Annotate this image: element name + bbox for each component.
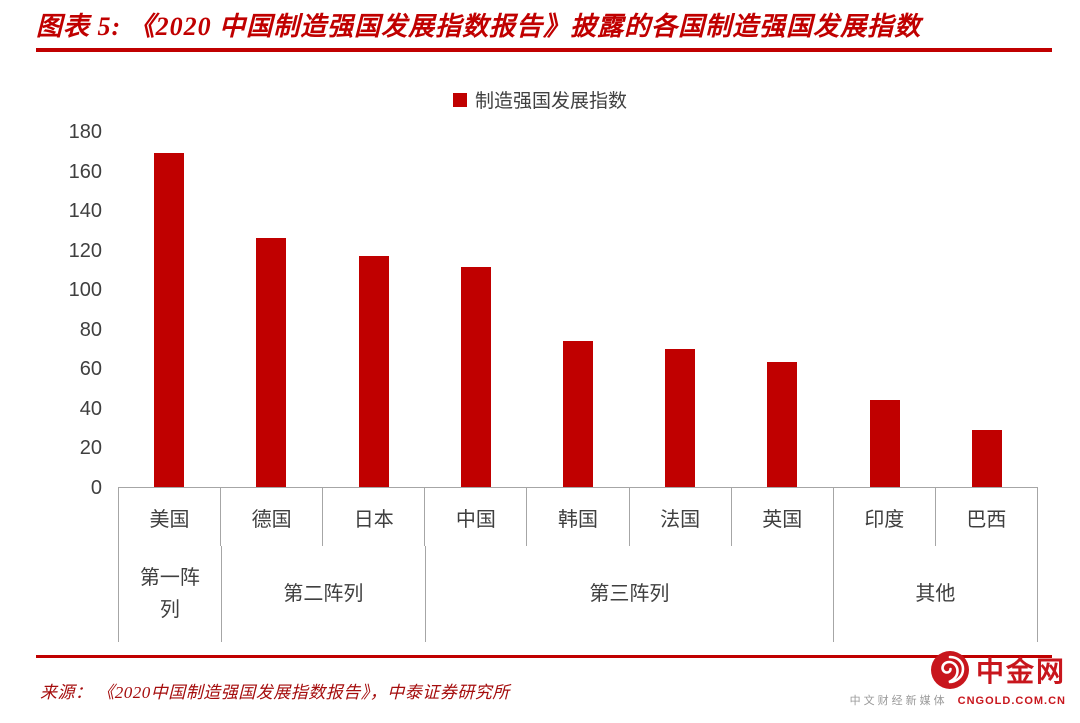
category-label: 韩国	[527, 488, 630, 546]
chart-title: 图表 5: 《2020 中国制造强国发展指数报告》披露的各国制造强国发展指数	[36, 12, 922, 41]
category-label: 英国	[732, 488, 834, 546]
logo-row: 中金网	[930, 650, 1066, 690]
group-label-text: 第二阵列	[283, 583, 364, 605]
source-text: 来源： 《2020中国制造强国发展指数报告》，中泰证券研究所	[40, 683, 510, 702]
y-tick-label: 100	[68, 279, 102, 302]
bar-slot	[629, 132, 731, 487]
group-label: 第一阵列	[119, 546, 222, 642]
y-tick-label: 160	[68, 160, 102, 183]
group-label: 第三阵列	[426, 546, 834, 642]
bar-slot	[834, 132, 936, 487]
bar-slot	[118, 132, 220, 487]
bar	[767, 362, 798, 487]
bar	[358, 255, 389, 487]
legend-marker-icon	[452, 92, 467, 107]
bar-slot	[936, 132, 1038, 487]
y-tick-label: 80	[79, 318, 102, 341]
chart-legend: 制造强国发展指数	[0, 86, 1080, 113]
category-label: 中国	[425, 488, 528, 546]
bar	[154, 152, 185, 487]
group-label-text: 第一阵列	[139, 567, 200, 621]
category-row: 美国 德国 日本 中国 韩国 法国 英国 印度 巴西	[119, 488, 1037, 546]
category-label: 印度	[834, 488, 936, 546]
category-label: 日本	[323, 488, 426, 546]
bar-slot	[527, 132, 629, 487]
category-label: 法国	[630, 488, 732, 546]
bar-slot	[220, 132, 322, 487]
group-label: 其他	[834, 546, 1037, 642]
group-label: 第二阵列	[222, 546, 426, 642]
category-label: 德国	[221, 488, 324, 546]
category-label: 美国	[119, 488, 222, 546]
y-tick-label: 60	[79, 358, 102, 381]
group-label-text: 第三阵列	[589, 583, 670, 605]
y-tick-label: 120	[68, 239, 102, 262]
site-logo: 中金网 中文财经新媒体 CNGOLD.COM.CN	[850, 650, 1066, 708]
bar	[256, 237, 287, 487]
bar	[869, 399, 900, 487]
bar	[665, 348, 696, 487]
y-tick-label: 40	[79, 397, 102, 420]
chart-header: 图表 5: 《2020 中国制造强国发展指数报告》披露的各国制造强国发展指数	[36, 6, 1052, 52]
logo-domain: CNGOLD.COM.CN	[957, 695, 1066, 707]
legend-label: 制造强国发展指数	[474, 91, 627, 112]
bar	[562, 340, 593, 487]
logo-tagline: 中文财经新媒体	[849, 695, 948, 707]
category-label: 巴西	[966, 508, 1007, 531]
bar	[460, 267, 491, 487]
bar	[971, 429, 1002, 487]
bar-slot	[322, 132, 424, 487]
bar-slot	[731, 132, 833, 487]
group-row: 第一阵列 第二阵列 第三阵列 其他	[119, 546, 1037, 642]
logo-subrow: 中文财经新媒体 CNGOLD.COM.CN	[850, 692, 1066, 708]
plot-area	[118, 132, 1038, 488]
y-tick-label: 180	[68, 121, 102, 143]
logo-name: 中金网	[975, 656, 1066, 687]
y-tick-label: 140	[68, 200, 102, 223]
footer-divider	[36, 655, 1052, 658]
y-tick-label: 0	[90, 477, 102, 499]
y-tick-label: 20	[79, 437, 102, 460]
x-axis-band: 美国 德国 日本 中国 韩国 法国 英国 印度 巴西 第一阵列 第二阵列 第三阵列 其他	[118, 488, 1038, 642]
cngold-logo-icon	[930, 651, 969, 689]
bar-slot	[425, 132, 527, 487]
y-axis: 0 20 40 60 80 100 120 140 160 180	[28, 121, 108, 499]
group-label-text: 其他	[915, 583, 956, 605]
